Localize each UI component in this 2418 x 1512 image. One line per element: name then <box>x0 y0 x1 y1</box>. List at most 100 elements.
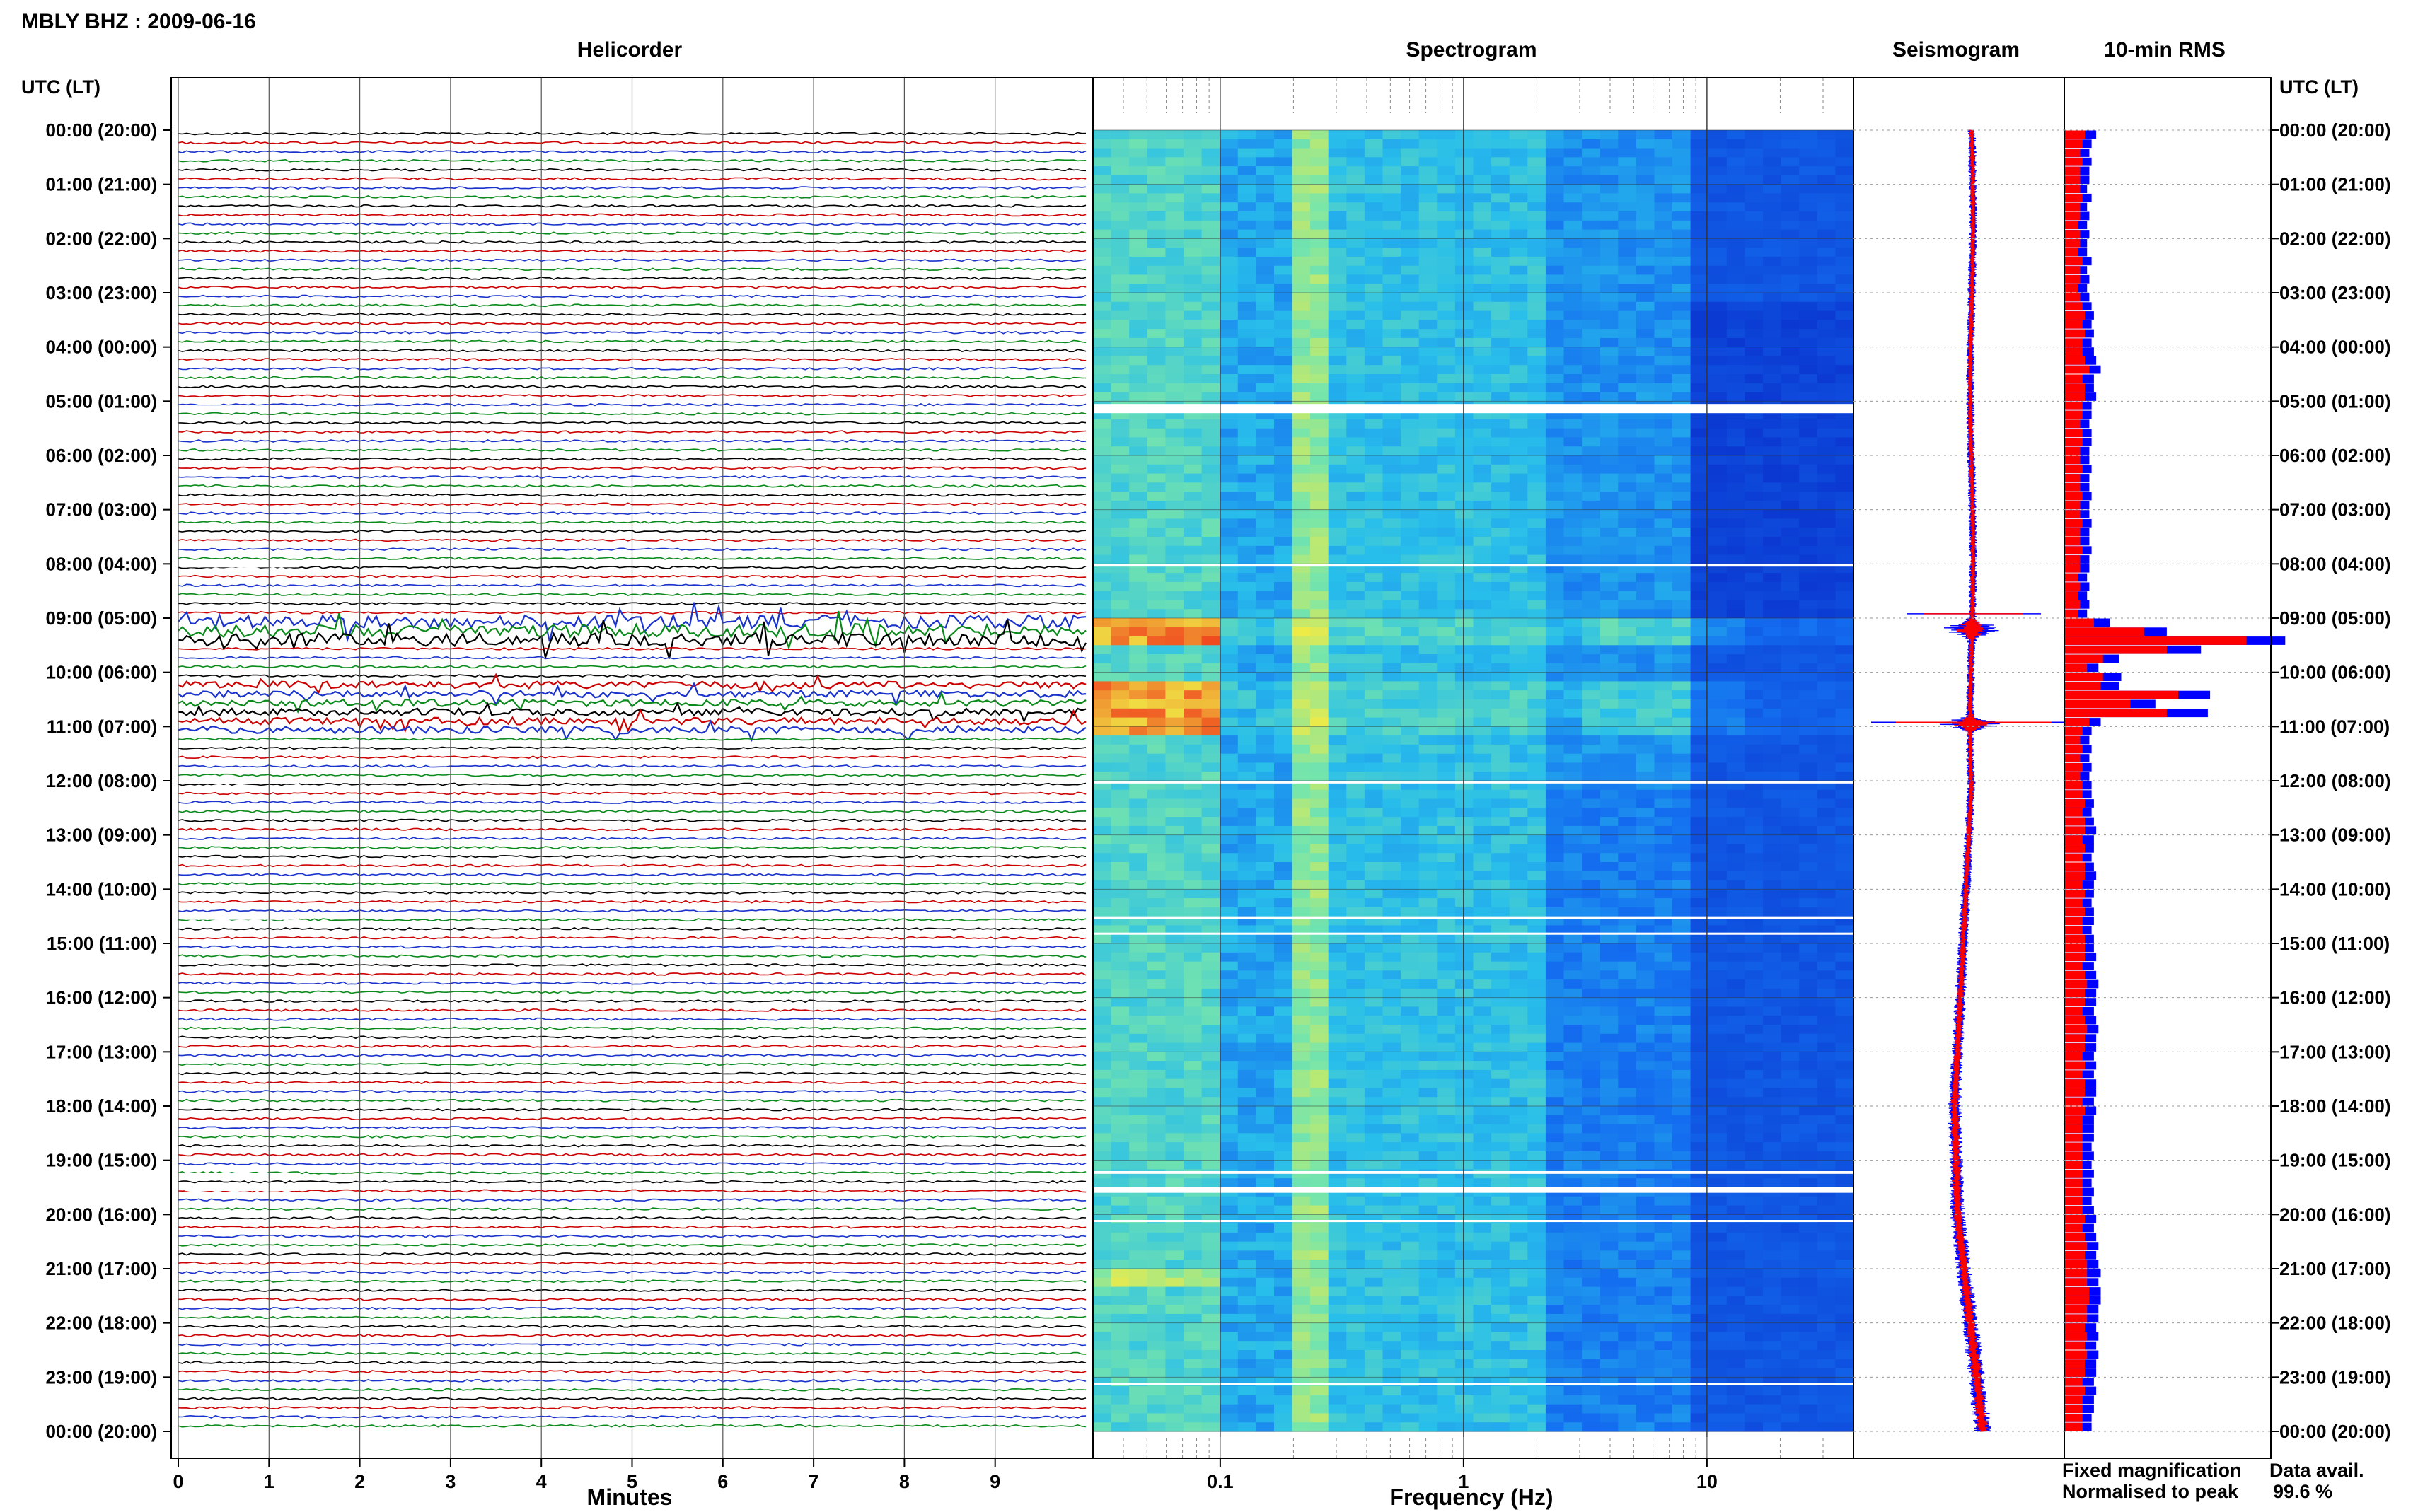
spectrogram-cell <box>1147 492 1166 501</box>
spectrogram-cell <box>1201 744 1220 755</box>
spectrogram-cell <box>1401 834 1420 845</box>
spectrogram-cell <box>1093 1078 1112 1089</box>
spectrogram-cell <box>1491 708 1510 719</box>
spectrogram-cell <box>1799 1151 1818 1161</box>
spectrogram-cell <box>1600 880 1619 890</box>
spectrogram-cell <box>1509 428 1528 438</box>
spectrogram-cell <box>1147 148 1166 158</box>
spectrogram-cell <box>1799 175 1818 185</box>
spectrogram-cell <box>1690 248 1709 257</box>
spectrogram-cell <box>1817 581 1836 592</box>
spectrogram-cell <box>1726 772 1745 781</box>
spectrogram-cell <box>1799 148 1818 158</box>
spectrogram-cell <box>1600 1061 1619 1071</box>
spectrogram-cell <box>1817 148 1836 158</box>
spectrogram-cell <box>1582 464 1601 475</box>
spectrogram-cell <box>1418 789 1438 800</box>
spectrogram-cell <box>1237 337 1256 348</box>
spectrogram-cell <box>1382 419 1401 429</box>
spectrogram-cell <box>1256 320 1275 330</box>
spectrogram-cell <box>1799 220 1818 231</box>
spectrogram-cell <box>1310 419 1329 429</box>
spectrogram-cell <box>1473 437 1492 447</box>
spectrogram-cell <box>1165 772 1184 781</box>
spectrogram-cell <box>1201 428 1220 438</box>
spectrogram-cell <box>1129 609 1148 619</box>
spectrogram-cell <box>1401 1133 1420 1143</box>
spectrogram-cell <box>1527 744 1546 755</box>
spectrogram-cell <box>1708 356 1728 366</box>
spectrogram-cell <box>1201 591 1220 601</box>
spectrogram-cell <box>1654 148 1673 158</box>
spectrogram-cell <box>1201 581 1220 592</box>
spectrogram-cell <box>1654 735 1673 745</box>
spectrogram-cell <box>1473 600 1492 610</box>
spectrogram-cell <box>1509 1078 1528 1089</box>
spectrogram-cell <box>1799 1042 1818 1052</box>
spectrogram-cell <box>1654 717 1673 727</box>
spectrogram-cell <box>1346 726 1365 736</box>
spectrogram-cell <box>1274 1025 1293 1035</box>
spectrogram-cell <box>1835 699 1854 709</box>
spectrogram-cell <box>1364 654 1384 664</box>
spectrogram-cell <box>1292 573 1311 583</box>
spectrogram-cell <box>1745 509 1764 520</box>
spectrogram-cell <box>1237 473 1256 483</box>
spectrogram-cell <box>1745 844 1764 854</box>
spectrogram-cell <box>1600 772 1619 781</box>
spectrogram-cell <box>1763 1006 1782 1016</box>
spectrogram-cell <box>1364 889 1384 899</box>
spectrogram-cell <box>1545 1097 1565 1107</box>
spectrogram-cell <box>1256 934 1275 944</box>
spectrogram-cell <box>1835 663 1854 673</box>
spectrogram-cell <box>1220 1133 1239 1143</box>
spectrogram-cell <box>1237 392 1256 402</box>
spectrogram-cell <box>1292 609 1311 619</box>
spectrogram-cell <box>1491 229 1510 239</box>
spectrogram-cell <box>1129 735 1148 745</box>
spectrogram-cell <box>1129 1042 1148 1052</box>
spectrogram-cell <box>1563 1006 1583 1016</box>
spectrogram-cell <box>1292 545 1311 556</box>
spectrogram-cell <box>1600 925 1619 935</box>
spectrogram-cell <box>1437 844 1456 854</box>
spectrogram-cell <box>1672 817 1691 827</box>
spectrogram-cell <box>1763 545 1782 556</box>
spectrogram-cell <box>1111 365 1130 375</box>
spectrogram-cell <box>1745 1115 1764 1125</box>
spectrogram-cell <box>1346 690 1365 700</box>
spectrogram-cell <box>1256 925 1275 935</box>
spectrogram-cell <box>1328 581 1347 592</box>
spectrogram-cell <box>1509 591 1528 601</box>
spectrogram-cell <box>1563 148 1583 158</box>
spectrogram-cell <box>1111 374 1130 384</box>
spectrogram-cell <box>1545 256 1565 267</box>
spectrogram-cell <box>1274 356 1293 366</box>
spectrogram-cell <box>1491 554 1510 564</box>
spectrogram-cell <box>1817 699 1836 709</box>
spectrogram-cell <box>1111 383 1130 393</box>
spectrogram-cell <box>1184 952 1203 963</box>
spectrogram-cell <box>1835 690 1854 700</box>
spectrogram-cell <box>1401 356 1420 366</box>
spectrogram-cell <box>1093 1042 1112 1052</box>
spectrogram-cell <box>1364 274 1384 284</box>
spectrogram-cell <box>1563 925 1583 935</box>
spectrogram-cell <box>1545 708 1565 719</box>
spectrogram-cell <box>1672 464 1691 475</box>
spectrogram-cell <box>1799 717 1818 727</box>
spectrogram-cell <box>1346 844 1365 854</box>
spectrogram-cell <box>1473 428 1492 438</box>
spectrogram-cell <box>1184 862 1203 872</box>
spectrogram-cell <box>1799 609 1818 619</box>
spectrogram-cell <box>1237 1151 1256 1161</box>
spectrogram-cell <box>1201 473 1220 483</box>
spectrogram-cell <box>1708 690 1728 700</box>
spectrogram-cell <box>1835 356 1854 366</box>
spectrogram-cell <box>1256 130 1275 140</box>
spectrogram-cell <box>1618 762 1637 772</box>
spectrogram-cell <box>1201 1006 1220 1016</box>
spectrogram-cell <box>1346 337 1365 348</box>
spectrogram-cell <box>1346 573 1365 583</box>
spectrogram-cell <box>1256 798 1275 808</box>
